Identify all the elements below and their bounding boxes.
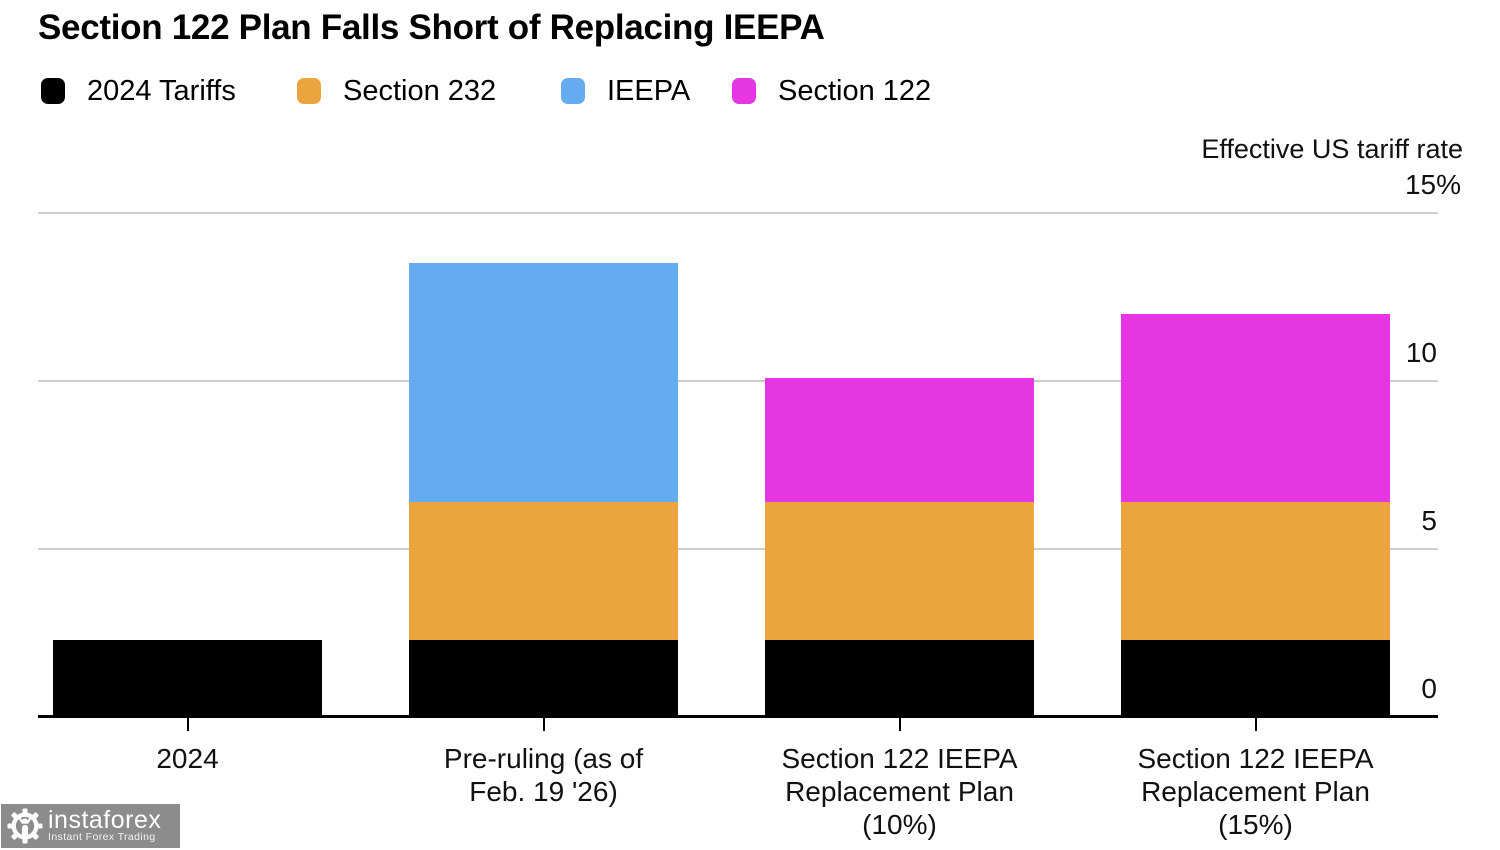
y-tick-label-0: 0: [1421, 673, 1437, 704]
bar-segment-2024-tariffs: [409, 639, 678, 717]
legend: 2024 Tariffs Section 232 IEEPA Section 1…: [0, 74, 1500, 108]
x-tick: [186, 718, 189, 731]
watermark-brand: instaforex: [48, 806, 162, 834]
bar-segment-section-122: [765, 377, 1034, 502]
gridline-10: [38, 380, 1438, 382]
watermark: instaforex Instant Forex Trading: [1, 804, 180, 848]
legend-swatch-1: [297, 78, 321, 104]
legend-label: Section 122: [778, 74, 932, 107]
watermark-tagline: Instant Forex Trading: [48, 831, 156, 843]
bar-segment-ieepa: [409, 263, 678, 502]
bar-segment-2024-tariffs: [1121, 639, 1390, 717]
legend-swatch-3: [732, 78, 756, 104]
chart-title: Section 122 Plan Falls Short of Replacin…: [38, 8, 825, 47]
x-category-label: 2024: [156, 743, 219, 774]
gridline-5: [38, 548, 1438, 550]
x-tick: [542, 718, 545, 731]
gridline-15: [38, 212, 1438, 214]
y-axis-title: Effective US tariff rate: [1201, 134, 1463, 164]
legend-item-ieepa: IEEPA: [561, 74, 691, 107]
bar-segment-section-122: [1121, 313, 1390, 502]
x-tick: [1254, 718, 1257, 731]
legend-label: 2024 Tariffs: [87, 74, 236, 107]
x-axis-line: [38, 715, 1438, 718]
legend-swatch-0: [41, 78, 65, 104]
bar-segment-section-232: [409, 501, 678, 640]
x-category-label: Pre-ruling (as of Feb. 19 '26): [443, 743, 644, 807]
legend-swatch-2: [561, 78, 585, 104]
legend-label: Section 232: [343, 74, 497, 107]
legend-item-2024-tariffs: 2024 Tariffs: [41, 74, 236, 107]
legend-item-section-232: Section 232: [297, 74, 497, 107]
bar-segment-2024-tariffs: [765, 639, 1034, 717]
gear-person-icon: [7, 808, 43, 844]
y-tick-label-10: 10: [1405, 337, 1437, 368]
x-category-label: Section 122 IEEPA Replacement Plan (15%): [1137, 743, 1374, 840]
legend-item-section-122: Section 122: [732, 74, 932, 107]
y-tick-label-5: 5: [1421, 505, 1437, 536]
x-category-label: Section 122 IEEPA Replacement Plan (10%): [781, 743, 1018, 840]
y-tick-label-15: 15%: [1404, 169, 1461, 200]
bar-segment-section-232: [1121, 501, 1390, 640]
x-tick: [898, 718, 901, 731]
bar-segment-2024-tariffs: [53, 639, 322, 717]
legend-label: IEEPA: [607, 74, 691, 107]
bar-segment-section-232: [765, 501, 1034, 640]
